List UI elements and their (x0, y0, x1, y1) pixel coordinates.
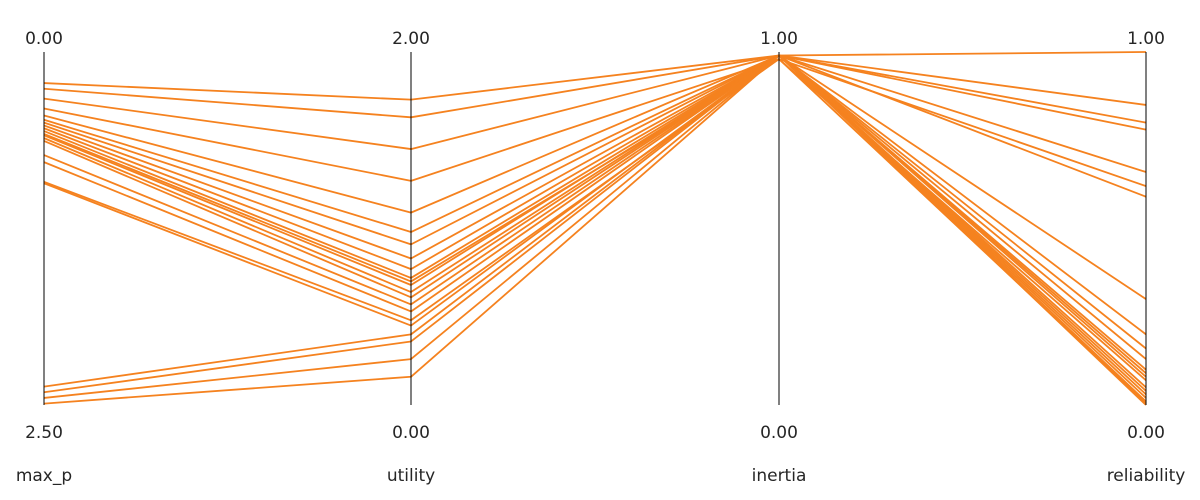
series-line-20 (43, 54, 1147, 394)
series-line-14 (43, 54, 1147, 396)
series-line-18 (43, 54, 1147, 406)
axis-bottom-label-reliability: 0.00 (1127, 423, 1165, 443)
series-lines (43, 51, 1147, 406)
axis-name-reliability: reliability (1107, 466, 1186, 486)
series-line-9 (43, 54, 1147, 360)
axis-name-max_p: max_p (16, 466, 72, 486)
axis-top-label-inertia: 1.00 (760, 29, 798, 49)
series-line-7 (43, 54, 1147, 336)
series-line-2 (43, 54, 1147, 124)
series-line-5 (43, 54, 1147, 214)
series-line-1 (43, 51, 1147, 101)
series-line-13 (43, 54, 1147, 392)
series-line-16 (43, 54, 1147, 403)
series-line-8 (43, 54, 1147, 350)
series-line-6 (43, 54, 1147, 300)
axis-name-inertia: inertia (752, 466, 807, 486)
series-line-4 (43, 58, 1147, 187)
series-line-11 (43, 58, 1147, 381)
axis-top-label-max_p: 0.00 (25, 29, 63, 49)
series-line-3 (43, 54, 1147, 150)
series-line-15 (43, 54, 1147, 399)
series-line-19 (43, 54, 1147, 388)
series-line-12 (43, 54, 1147, 389)
axis-name-utility: utility (387, 466, 435, 486)
axes: 0.00 2.50 max_p 2.00 0.00 utility 1.00 0.00 iner… (16, 29, 1185, 486)
axis-bottom-label-utility: 0.00 (392, 423, 430, 443)
series-line-21 (43, 54, 1147, 399)
series-line-10 (43, 54, 1147, 371)
axis-top-label-utility: 2.00 (392, 29, 430, 49)
axis-bottom-label-inertia: 0.00 (760, 423, 798, 443)
axis-bottom-label-max_p: 2.50 (25, 423, 63, 443)
axis-top-label-reliability: 1.00 (1127, 29, 1165, 49)
series-line-22 (43, 54, 1147, 405)
